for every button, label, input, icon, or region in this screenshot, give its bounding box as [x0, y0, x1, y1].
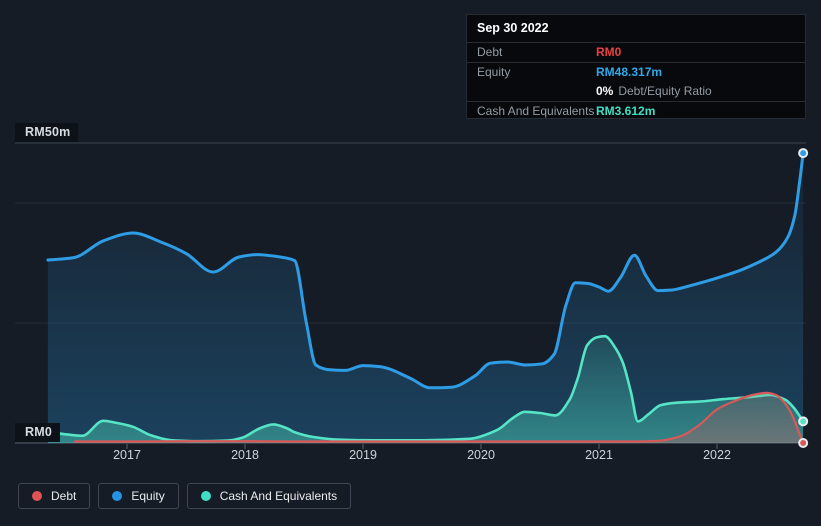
y-axis-label-zero: RM0: [15, 423, 60, 442]
tooltip-equity-label: Equity: [477, 65, 511, 79]
tooltip-debt-label: Debt: [477, 45, 503, 59]
y-axis-label-max: RM50m: [15, 123, 79, 142]
tooltip-equity-value: RM48.317m: [596, 65, 663, 79]
x-tick-label-2021: 2021: [585, 448, 613, 462]
tooltip-row-equity: Equity RM48.317m: [467, 63, 805, 82]
x-tick-label-2022: 2022: [703, 448, 731, 462]
tooltip-row-cash: Cash And Equivalents RM3.612m: [467, 102, 805, 121]
equity-line: [46, 151, 805, 390]
legend-equity-label: Equity: [131, 489, 165, 503]
cash-and-equivalents-area: [47, 336, 804, 443]
x-tick-label-2019: 2019: [349, 448, 377, 462]
legend-debt-label: Debt: [51, 489, 77, 503]
legend-item-debt[interactable]: Debt: [18, 483, 91, 509]
equity-last-point-marker[interactable]: [798, 148, 809, 159]
tooltip-row-ratio: 0% Debt/Equity Ratio: [467, 82, 805, 102]
x-tick-label-2017: 2017: [113, 448, 141, 462]
tooltip-ratio-value: 0%: [596, 84, 614, 98]
tooltip-cash-label: Cash And Equivalents: [477, 104, 595, 118]
legend-item-cash[interactable]: Cash And Equivalents: [186, 483, 352, 509]
debt-last-point-marker[interactable]: [798, 438, 809, 448]
chart-legend: Debt Equity Cash And Equivalents: [18, 483, 352, 509]
cash-series-dot-icon: [200, 491, 211, 501]
debt-series-dot-icon: [32, 491, 42, 501]
cash-and-equivalents-last-point-marker[interactable]: [798, 416, 809, 427]
x-tick-label-2018: 2018: [231, 448, 259, 462]
tooltip-row-debt: Debt RM0: [467, 43, 805, 63]
legend-cash-label: Cash And Equivalents: [219, 489, 338, 503]
tooltip-ratio-label: Debt/Equity Ratio: [618, 84, 712, 98]
tooltip-debt-value: RM0: [596, 45, 622, 59]
debt-area: [75, 392, 804, 443]
equity-area: [47, 153, 804, 443]
chart-tooltip: Sep 30 2022 Debt RM0 Equity RM48.317m 0%…: [466, 14, 806, 119]
legend-item-equity[interactable]: Equity: [98, 483, 179, 509]
debt-line: [74, 391, 805, 445]
tooltip-cash-value: RM3.612m: [596, 104, 656, 118]
equity-series-dot-icon: [112, 491, 123, 501]
x-tick-label-2020: 2020: [467, 448, 495, 462]
tooltip-date-title: Sep 30 2022: [467, 15, 805, 43]
